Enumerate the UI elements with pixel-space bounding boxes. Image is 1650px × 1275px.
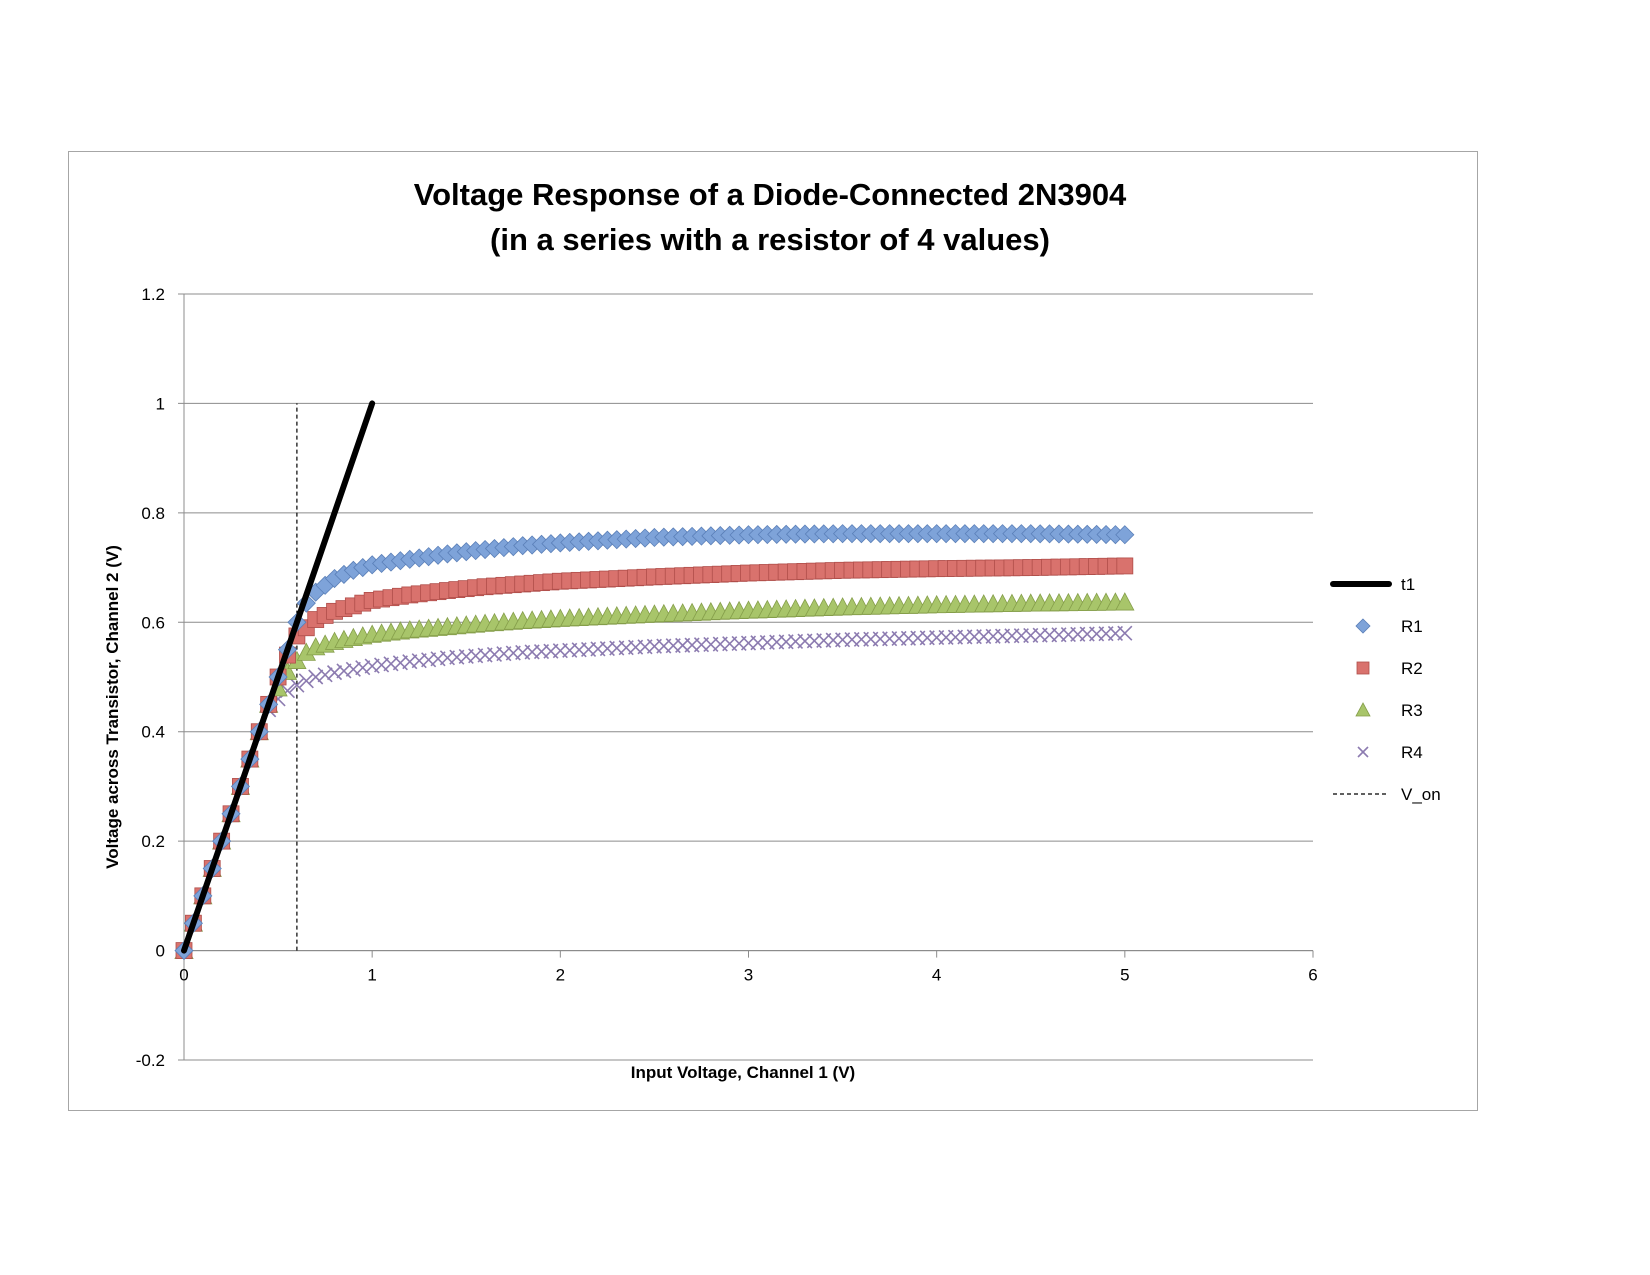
x-axis-title: Input Voltage, Channel 1 (V) — [631, 1063, 855, 1082]
series-r4-point-stroke — [298, 673, 314, 689]
series-r4-point — [326, 665, 343, 681]
chart-title-line-2: (in a series with a resistor of 4 values… — [490, 222, 1050, 257]
x-tick-label: 1 — [367, 966, 376, 985]
x-tick-label: 4 — [932, 966, 941, 985]
grid-layer — [178, 293, 1313, 1061]
legend-swatch — [1356, 661, 1370, 675]
x-tick-label: 2 — [556, 966, 565, 985]
series-r4-point-stroke — [336, 663, 352, 679]
legend-item-v-on: V_on — [1333, 785, 1441, 804]
y-tick-label: 0.8 — [141, 504, 165, 523]
legend-label: V_on — [1401, 785, 1441, 804]
legend-label: R2 — [1401, 659, 1423, 678]
series-r4-point — [289, 677, 305, 693]
series-r4-point — [345, 661, 361, 677]
legend-swatch-stroke — [1357, 746, 1369, 758]
y-tick-label: 0.4 — [141, 723, 165, 742]
legend-swatch — [1355, 618, 1371, 634]
x-tick-label: 0 — [179, 966, 188, 985]
series-r4-point — [308, 669, 324, 685]
legend-item-r2: R2 — [1356, 659, 1423, 678]
series-r4-point-stroke — [392, 655, 408, 671]
series-r4-point — [317, 667, 333, 683]
series-r4-point — [298, 673, 314, 689]
legend-item-t1: t1 — [1330, 575, 1415, 594]
legend-swatch — [1357, 746, 1369, 758]
series-r4-point-stroke — [317, 667, 333, 683]
series-r4-point-stroke — [345, 661, 361, 677]
y-tick-label: 1 — [156, 394, 165, 413]
legend-label: R3 — [1401, 701, 1423, 720]
chart-title-line-1: Voltage Response of a Diode-Connected 2N… — [413, 177, 1127, 212]
legend-item-r1: R1 — [1355, 617, 1423, 636]
series-r4-point — [1117, 625, 1133, 641]
series-r4-point-stroke — [355, 660, 371, 676]
legend-label: R1 — [1401, 617, 1423, 636]
series-r1 — [174, 524, 1135, 961]
series-r4-point-stroke — [364, 658, 380, 674]
y-tick-label: 0.2 — [141, 832, 165, 851]
series-r4-point — [336, 663, 352, 679]
series-r3 — [174, 592, 1135, 959]
series-r4 — [176, 625, 1133, 959]
legend-label: R4 — [1401, 743, 1423, 762]
series-r3-point — [1115, 592, 1135, 611]
series-r4-point-stroke — [374, 657, 390, 673]
axis-layer: -0.2 0 0.2 0.4 0.6 0.8 1 1.2 0 1 2 3 4 5 6 — [136, 285, 1318, 1070]
legend: t1 R1 R2 R3 R4 V_on — [1330, 575, 1441, 804]
y-tick-label: 0 — [156, 942, 165, 961]
y-tick-label: -0.2 — [136, 1051, 165, 1070]
series-r4-point-stroke — [326, 665, 343, 681]
series-r4-point — [355, 660, 371, 676]
series-r4-point-stroke — [308, 669, 324, 685]
legend-item-r4: R4 — [1357, 743, 1423, 762]
legend-item-r3: R3 — [1355, 701, 1423, 720]
y-tick-label: 1.2 — [141, 285, 165, 304]
x-tick-label: 3 — [744, 966, 753, 985]
legend-swatch — [1355, 702, 1371, 717]
y-axis-title: Voltage across Transistor, Channel 2 (V) — [103, 545, 122, 869]
y-tick-label: 0.6 — [141, 613, 165, 632]
x-tick-label: 6 — [1308, 966, 1317, 985]
x-tick-label: 5 — [1120, 966, 1129, 985]
series-r4-point-stroke — [1117, 625, 1133, 641]
chart-title: Voltage Response of a Diode-Connected 2N… — [0, 172, 1540, 262]
series-r1-point — [1115, 525, 1135, 545]
series-r2-point — [1116, 557, 1134, 575]
series-t1-line — [181, 400, 376, 954]
series-layer — [174, 400, 1135, 961]
series-r4-point-stroke — [289, 677, 305, 693]
series-r4-point-stroke — [383, 656, 399, 672]
legend-label: t1 — [1401, 575, 1415, 594]
